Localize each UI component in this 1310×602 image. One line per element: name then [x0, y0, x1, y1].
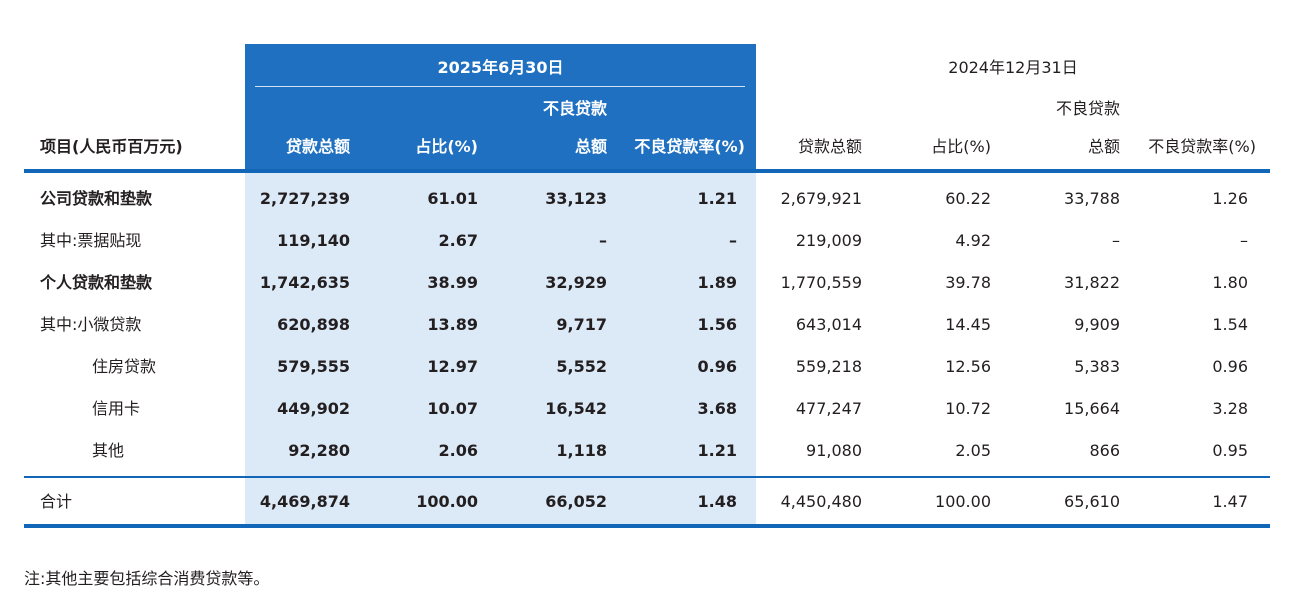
row-label: 其中:小微贷款 [40, 315, 142, 334]
cell-prior-npl-ratio: 1.80 [1212, 273, 1248, 292]
cell-cur-npl-ratio: 0.96 [697, 357, 737, 376]
cell-prior-amount: 559,218 [795, 357, 862, 376]
cell-cur-amount: 449,902 [277, 399, 350, 418]
cell-prior-amount: 1,770,559 [780, 273, 862, 292]
row-label: 个人贷款和垫款 [40, 273, 153, 292]
footnote: 注:其他主要包括综合消费贷款等。 [24, 569, 270, 588]
total-rule [24, 476, 1270, 478]
cell-cur-npl: 1,118 [556, 441, 607, 460]
cell-cur-share: 2.06 [438, 441, 478, 460]
period-current-label: 2025年6月30日 [437, 58, 564, 77]
cell-cur-npl: 33,123 [545, 189, 607, 208]
cell-cur-amount: 119,140 [277, 231, 350, 250]
cell-prior-npl: 31,822 [1064, 273, 1120, 292]
cell-prior-share: 39.78 [945, 273, 991, 292]
cell-cur-npl-ratio: 3.68 [697, 399, 737, 418]
cell-cur-npl: 16,542 [545, 399, 607, 418]
total-cur-npl: 66,052 [545, 492, 607, 511]
cell-cur-npl: 32,929 [545, 273, 607, 292]
total-cur-npl-ratio: 1.48 [697, 492, 737, 511]
bottom-rule [24, 524, 1270, 528]
cell-cur-share: 12.97 [427, 357, 478, 376]
row-label: 其中:票据贴现 [40, 231, 142, 250]
column-header-item: 项目(人民币百万元) [40, 137, 183, 156]
cell-cur-share: 13.89 [427, 315, 478, 334]
cell-cur-npl-ratio: 1.56 [697, 315, 737, 334]
cell-prior-npl: – [1112, 231, 1120, 250]
column-header-share: 占比(%) [415, 137, 478, 156]
total-cur-share: 100.00 [416, 492, 478, 511]
column-header-npl-line1-prior: 不良贷款 [1055, 99, 1120, 118]
period-prior-label: 2024年12月31日 [948, 58, 1078, 77]
cell-prior-npl: 15,664 [1064, 399, 1120, 418]
cell-prior-share: 14.45 [945, 315, 991, 334]
column-header-total-prior: 贷款总额 [797, 137, 862, 156]
cell-prior-npl: 5,383 [1074, 357, 1120, 376]
cell-prior-amount: 643,014 [795, 315, 862, 334]
cell-cur-npl-ratio: 1.89 [697, 273, 737, 292]
column-header-npl-line2-prior: 总额 [1087, 137, 1120, 156]
total-cur-amount: 4,469,874 [259, 492, 350, 511]
cell-cur-share: 38.99 [427, 273, 478, 292]
cell-prior-amount: 91,080 [806, 441, 862, 460]
cell-cur-amount: 2,727,239 [259, 189, 350, 208]
cell-cur-npl: – [599, 231, 607, 250]
column-header-npl-line2: 总额 [574, 137, 607, 156]
total-label: 合计 [40, 492, 73, 511]
cell-prior-amount: 219,009 [795, 231, 862, 250]
cell-prior-amount: 477,247 [795, 399, 862, 418]
total-prior-npl: 65,610 [1064, 492, 1120, 511]
cell-prior-npl-ratio: 0.95 [1212, 441, 1248, 460]
row-label: 信用卡 [92, 399, 141, 418]
cell-prior-share: 10.72 [945, 399, 991, 418]
cell-prior-npl: 866 [1089, 441, 1120, 460]
row-label: 住房贷款 [92, 357, 157, 376]
column-header-total: 贷款总额 [285, 137, 350, 156]
row-label: 公司贷款和垫款 [40, 189, 153, 208]
current-period-header-divider [255, 86, 745, 87]
cell-cur-amount: 579,555 [277, 357, 350, 376]
cell-prior-npl-ratio: 1.26 [1212, 189, 1248, 208]
cell-cur-npl-ratio: – [729, 231, 737, 250]
column-header-share-prior: 占比(%) [931, 137, 991, 156]
cell-cur-npl: 5,552 [556, 357, 607, 376]
header-rule [24, 169, 1270, 173]
cell-cur-amount: 1,742,635 [259, 273, 350, 292]
cell-cur-npl: 9,717 [556, 315, 607, 334]
total-prior-amount: 4,450,480 [780, 492, 862, 511]
cell-cur-npl-ratio: 1.21 [697, 441, 737, 460]
cell-prior-npl-ratio: 1.54 [1212, 315, 1248, 334]
column-header-npl-line1: 不良贷款 [542, 99, 607, 118]
cell-prior-npl: 33,788 [1064, 189, 1120, 208]
current-period-header-bg [245, 44, 756, 171]
total-prior-npl-ratio: 1.47 [1212, 492, 1248, 511]
cell-cur-share: 2.67 [438, 231, 478, 250]
cell-prior-share: 12.56 [945, 357, 991, 376]
cell-cur-amount: 92,280 [288, 441, 350, 460]
row-label: 其他 [92, 441, 125, 460]
cell-prior-npl-ratio: 3.28 [1212, 399, 1248, 418]
cell-prior-share: 60.22 [945, 189, 991, 208]
cell-cur-npl-ratio: 1.21 [697, 189, 737, 208]
cell-cur-share: 10.07 [427, 399, 478, 418]
cell-prior-npl-ratio: 0.96 [1212, 357, 1248, 376]
cell-prior-amount: 2,679,921 [780, 189, 862, 208]
cell-prior-share: 2.05 [955, 441, 991, 460]
cell-prior-share: 4.92 [955, 231, 991, 250]
cell-cur-amount: 620,898 [277, 315, 350, 334]
cell-prior-npl: 9,909 [1074, 315, 1120, 334]
total-prior-share: 100.00 [935, 492, 991, 511]
cell-cur-share: 61.01 [427, 189, 478, 208]
column-header-npl-ratio-prior: 不良贷款率(%) [1148, 137, 1256, 156]
cell-prior-npl-ratio: – [1240, 231, 1248, 250]
column-header-npl-ratio: 不良贷款率(%) [634, 137, 745, 156]
